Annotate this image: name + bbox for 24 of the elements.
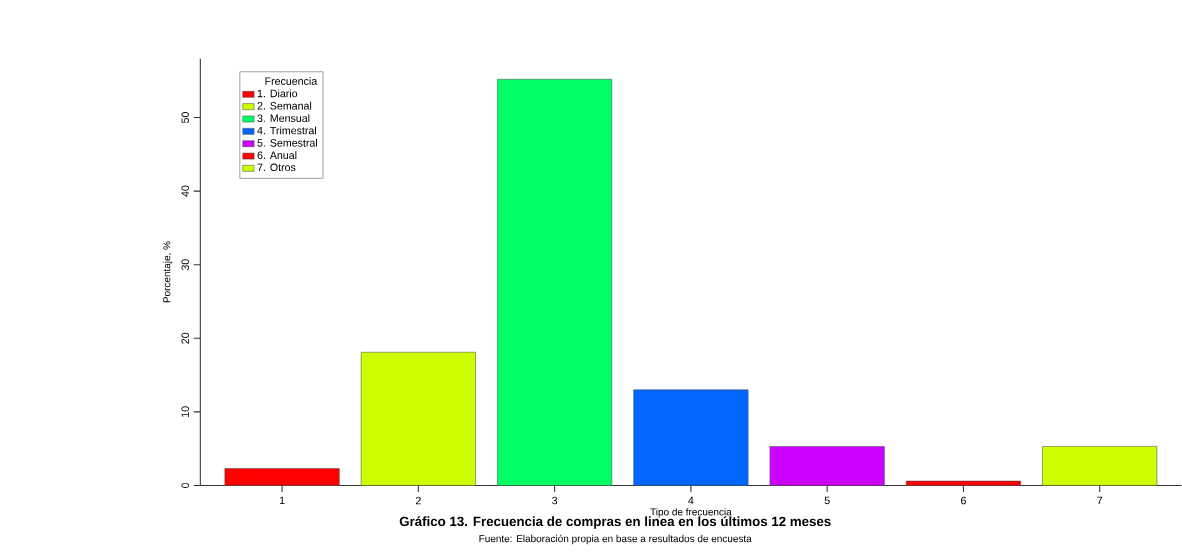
- x-tick-label: 4: [688, 496, 694, 504]
- legend-label: 1. Diario: [257, 89, 298, 98]
- legend-label: 7. Otros: [257, 163, 296, 171]
- y-tick-label: 40: [181, 185, 189, 197]
- legend-label: 2. Semanal: [257, 101, 312, 110]
- y-tick-label: 50: [181, 111, 189, 123]
- y-axis-title: Porcentaje, %: [163, 241, 173, 303]
- y-tick-label: 10: [181, 406, 189, 417]
- x-tick-label: 7: [1097, 496, 1103, 504]
- x-tick-label: 1: [279, 496, 285, 504]
- x-tick-label: 6: [961, 496, 966, 505]
- y-tick-label: 0: [181, 482, 189, 488]
- legend-label: 4. Trimestral: [257, 126, 316, 135]
- text: Gráfico 13. Frecuencia de compras en linea en los últimos 12 meses: [399, 516, 831, 529]
- legend-title: Frecuencia: [265, 76, 318, 85]
- legend-label: 3. Mensual: [257, 113, 310, 122]
- legend-label: 6. Anual: [257, 151, 297, 159]
- y-tick-label: 20: [181, 332, 189, 344]
- x-tick-label: 3: [552, 496, 558, 505]
- source-note: Fuente: Elaboración propia en base a resultados de encuesta: [479, 534, 752, 544]
- y-tick-label: 30: [181, 259, 189, 271]
- legend-label: 5. Semestral: [257, 138, 317, 147]
- x-tick-label: 5: [824, 496, 830, 505]
- x-tick-label: 2: [415, 496, 421, 505]
